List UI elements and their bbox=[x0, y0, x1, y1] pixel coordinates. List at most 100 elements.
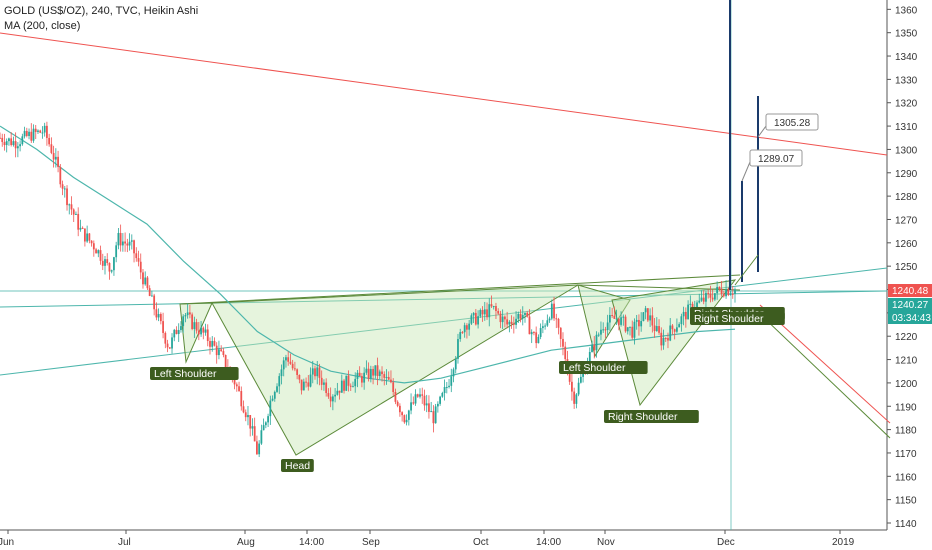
candle-body bbox=[416, 394, 419, 397]
candle-body bbox=[497, 310, 500, 314]
candle-body bbox=[1, 137, 4, 143]
candle-body bbox=[153, 295, 156, 310]
candle-body bbox=[206, 329, 209, 342]
candle-body bbox=[253, 426, 256, 442]
y-tick-label: 1270 bbox=[895, 215, 918, 226]
x-tick-label: Jun bbox=[0, 537, 14, 548]
candle-body bbox=[307, 382, 310, 387]
candle-body bbox=[477, 316, 479, 325]
candle-body bbox=[320, 377, 323, 385]
candle-body bbox=[671, 325, 674, 330]
candle-body bbox=[398, 405, 401, 413]
candle-body bbox=[162, 321, 164, 333]
candle-body bbox=[41, 132, 44, 134]
candle-body bbox=[443, 387, 446, 394]
y-tick-label: 1210 bbox=[895, 356, 918, 367]
candle-body bbox=[57, 156, 59, 168]
candle-body bbox=[28, 131, 30, 136]
candle-body bbox=[474, 312, 477, 325]
candle-body bbox=[629, 326, 631, 328]
candle-body bbox=[439, 396, 442, 404]
candle-body bbox=[139, 261, 142, 273]
y-tick-label: 1160 bbox=[895, 472, 917, 483]
candle-body bbox=[191, 314, 194, 329]
candle-body bbox=[510, 321, 513, 324]
head-triangle bbox=[211, 284, 579, 456]
candles-group bbox=[0, 121, 736, 458]
candle-body bbox=[734, 289, 736, 294]
candle-body bbox=[562, 338, 564, 347]
candle-body bbox=[526, 312, 529, 317]
candle-body bbox=[356, 372, 359, 379]
candle-body bbox=[463, 325, 466, 333]
candle-body bbox=[660, 332, 663, 346]
candle-body bbox=[21, 136, 24, 145]
candle-body bbox=[276, 386, 278, 392]
candle-body bbox=[713, 293, 716, 300]
candle-body bbox=[92, 243, 95, 250]
x-tick-label: Sep bbox=[362, 537, 380, 548]
candle-body bbox=[591, 344, 593, 352]
candle-body bbox=[512, 323, 515, 325]
candle-body bbox=[606, 322, 609, 330]
candle-body bbox=[54, 156, 57, 160]
candle-body bbox=[414, 394, 417, 404]
candle-body bbox=[300, 379, 303, 391]
x-tick-label: 14:00 bbox=[299, 537, 324, 548]
candle-body bbox=[546, 320, 549, 326]
candle-body bbox=[646, 308, 649, 321]
candle-body bbox=[633, 321, 636, 338]
candle-body bbox=[600, 329, 602, 335]
candle-body bbox=[604, 329, 607, 331]
candle-body bbox=[544, 325, 547, 327]
candle-body bbox=[432, 411, 435, 424]
candle-body bbox=[387, 376, 390, 380]
candle-body bbox=[66, 188, 68, 206]
candle-body bbox=[521, 315, 524, 319]
candle-body bbox=[251, 426, 254, 429]
candle-body bbox=[200, 327, 202, 335]
candle-body bbox=[486, 309, 488, 318]
candle-body bbox=[32, 128, 35, 141]
candle-body bbox=[448, 385, 450, 387]
price-label-current-red: 1240.48 bbox=[892, 286, 929, 297]
candle-body bbox=[325, 382, 328, 394]
candle-body bbox=[343, 380, 345, 391]
candle-body bbox=[557, 318, 560, 328]
y-tick-label: 1330 bbox=[895, 75, 918, 86]
candle-body bbox=[130, 240, 133, 242]
candle-body bbox=[624, 316, 627, 332]
candle-body bbox=[104, 259, 106, 266]
candle-body bbox=[269, 400, 272, 417]
candle-body bbox=[613, 315, 616, 319]
candle-body bbox=[264, 422, 267, 426]
candle-body bbox=[197, 330, 200, 335]
candle-body bbox=[25, 130, 28, 136]
y-tick-label: 1300 bbox=[895, 145, 918, 156]
candle-body bbox=[291, 363, 294, 369]
y-tick-label: 1220 bbox=[895, 332, 918, 343]
label-left-shoulder-2-text: Left Shoulder bbox=[563, 362, 626, 374]
candle-body bbox=[602, 329, 605, 331]
candle-body bbox=[148, 288, 151, 296]
candle-body bbox=[97, 250, 100, 254]
candle-body bbox=[5, 141, 8, 146]
candle-body bbox=[644, 308, 647, 313]
candle-body bbox=[77, 213, 80, 230]
candle-body bbox=[177, 330, 180, 335]
candle-body bbox=[173, 329, 176, 338]
candle-body bbox=[530, 332, 533, 335]
candle-body bbox=[242, 406, 245, 413]
candle-body bbox=[260, 430, 263, 444]
candle-body bbox=[593, 344, 596, 351]
candle-body bbox=[452, 369, 455, 377]
candle-body bbox=[222, 351, 225, 355]
candle-body bbox=[331, 396, 334, 402]
candle-body bbox=[293, 368, 296, 370]
y-tick-label: 1150 bbox=[895, 496, 917, 507]
candle-body bbox=[682, 311, 685, 317]
candle-body bbox=[247, 415, 249, 418]
candle-body bbox=[166, 343, 169, 348]
candle-body bbox=[12, 141, 15, 146]
